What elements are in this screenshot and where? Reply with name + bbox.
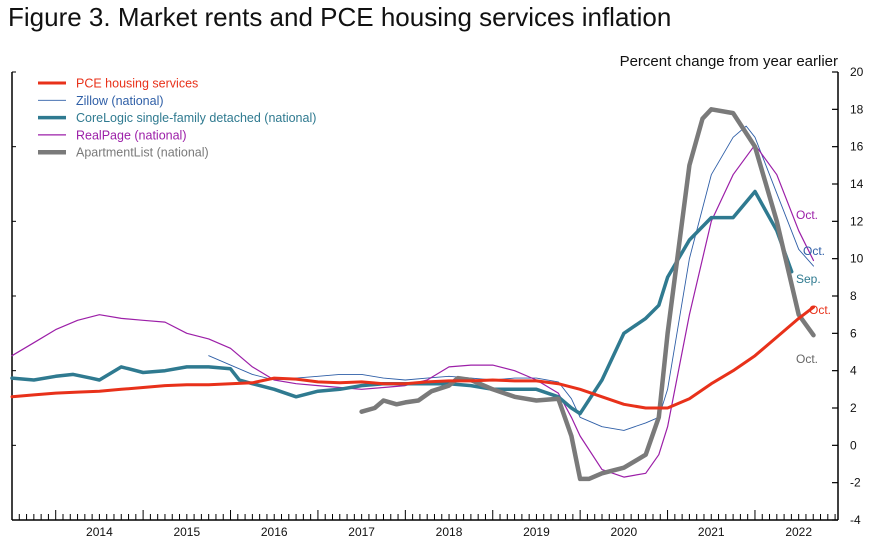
series-end-label: Oct. [796,208,818,222]
series-layer [10,107,816,482]
x-tick-label: 2017 [348,525,375,539]
series-end-label: Oct. [796,352,818,366]
x-tick-label: 2021 [698,525,725,539]
y-tick-label: 14 [850,177,864,191]
y-axis-label: Percent change from year earlier [620,53,838,70]
y-tick-label: -2 [850,476,861,490]
legend: PCE housing services Zillow (national) Cor… [38,77,316,160]
series-line-1 [208,125,814,431]
legend-label: CoreLogic single-family detached (nation… [76,111,316,125]
x-tick-label: 2018 [436,525,463,539]
y-tick-label: 18 [850,102,864,116]
series-line-4 [359,107,816,482]
y-tick-label: 10 [850,252,864,266]
legend-label: PCE housing services [76,77,198,91]
legend-label: ApartmentList (national) [76,146,209,160]
x-tick-label: 2014 [86,525,113,539]
series-line-2 [10,189,794,416]
series-end-label: Sep. [796,272,821,286]
x-tick-label: 2019 [523,525,550,539]
series-line-3 [11,144,815,478]
y-tick-label: 6 [850,326,857,340]
y-tick-label: 12 [850,214,864,228]
legend-label: RealPage (national) [76,128,187,142]
y-tick-label: 0 [850,438,857,452]
series-end-label: Oct. [809,303,831,317]
x-tick-label: 2015 [173,525,200,539]
y-tick-label: -4 [850,513,861,527]
x-tick-label: 2016 [261,525,288,539]
axes: -4 -2 0 2 4 6 8 10 12 14 16 18 20 2014 2015 2016 2017 201… [11,65,864,539]
legend-label: Zillow (national) [76,94,164,108]
y-tick-label: 8 [850,289,857,303]
x-tick-label: 2022 [785,525,812,539]
series-line-0 [10,305,815,410]
y-tick-label: 2 [850,401,857,415]
end-labels: Oct. Oct. Sep. Oct. Oct. [796,208,831,366]
y-tick-label: 4 [850,364,857,378]
y-tick-label: 20 [850,65,864,79]
y-tick-label: 16 [850,140,864,154]
chart-title: Figure 3. Market rents and PCE housing s… [8,2,672,32]
series-end-label: Oct. [803,244,825,258]
x-tick-label: 2020 [611,525,638,539]
